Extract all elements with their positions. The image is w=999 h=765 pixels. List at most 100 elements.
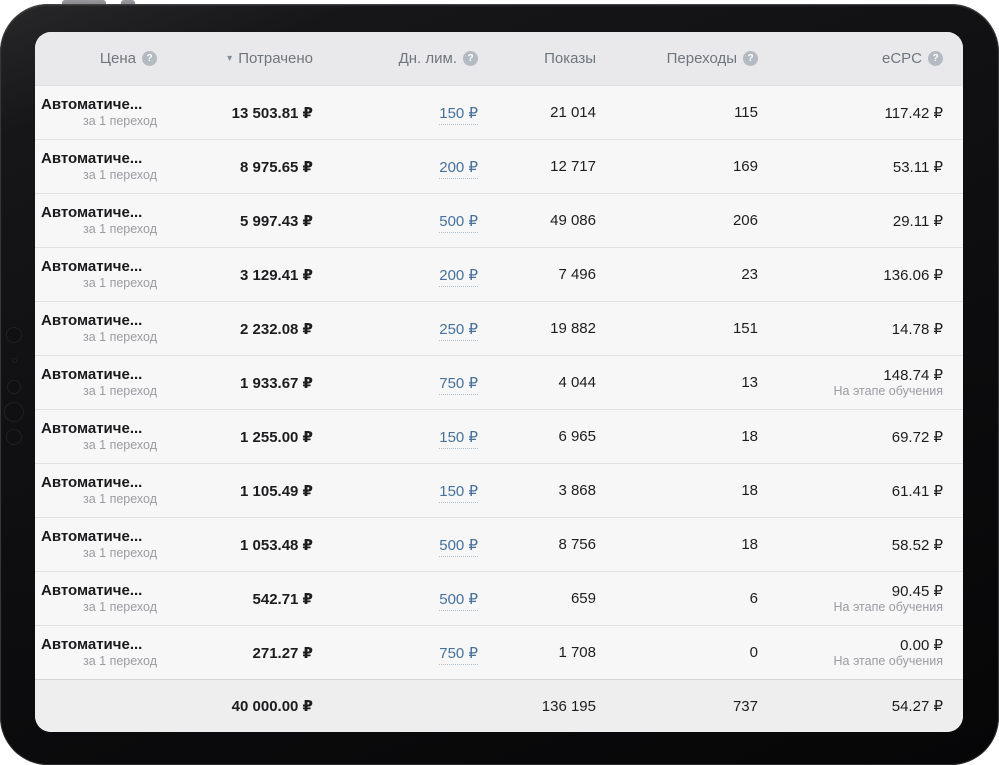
- impressions-value: 6 965: [558, 428, 596, 445]
- campaign-price-model: за 1 переход: [82, 546, 157, 560]
- campaign-name[interactable]: Автоматиче...: [41, 150, 143, 167]
- campaign-price-model: за 1 переход: [82, 384, 157, 398]
- sensor-dot-icon: [6, 429, 22, 445]
- table-row[interactable]: Автоматиче... за 1 переход 2 232.08 ₽ 25…: [35, 301, 963, 355]
- ads-campaign-table: Цена ? ▾ Потрачено Дн. лим. ? Показы Пер…: [35, 32, 963, 732]
- table-row[interactable]: Автоматиче... за 1 переход 542.71 ₽ 500 …: [35, 571, 963, 625]
- column-header-clicks[interactable]: Переходы ?: [596, 50, 758, 67]
- campaign-name[interactable]: Автоматиче...: [41, 258, 143, 275]
- impressions-value: 49 086: [550, 212, 596, 229]
- impressions-value: 4 044: [558, 374, 596, 391]
- column-label: Дн. лим.: [398, 50, 457, 67]
- campaign-price-model: за 1 переход: [82, 438, 157, 452]
- campaign-name[interactable]: Автоматиче...: [41, 474, 143, 491]
- spent-value: 1 053.48 ₽: [240, 536, 313, 554]
- spent-value: 2 232.08 ₽: [240, 320, 313, 338]
- clicks-value: 206: [732, 212, 758, 229]
- sort-desc-icon: ▾: [227, 52, 233, 64]
- table-row[interactable]: Автоматиче... за 1 переход 1 053.48 ₽ 50…: [35, 517, 963, 571]
- daily-limit-link[interactable]: 500 ₽: [439, 212, 478, 233]
- front-camera-icon: [6, 327, 22, 343]
- campaign-name[interactable]: Автоматиче...: [41, 636, 143, 653]
- ecpc-value: 29.11 ₽: [892, 212, 943, 230]
- clicks-value: 169: [732, 158, 758, 175]
- campaign-price-model: за 1 переход: [82, 222, 157, 236]
- camera-lens-icon: [4, 402, 24, 422]
- table-row[interactable]: Автоматиче... за 1 переход 1 105.49 ₽ 15…: [35, 463, 963, 517]
- campaign-price-model: за 1 переход: [82, 168, 157, 182]
- learning-stage-note: На этапе обучения: [833, 600, 944, 614]
- table-row[interactable]: Автоматиче... за 1 переход 271.27 ₽ 750 …: [35, 625, 963, 679]
- campaign-price-model: за 1 переход: [82, 276, 157, 290]
- table-row[interactable]: Автоматиче... за 1 переход 1 255.00 ₽ 15…: [35, 409, 963, 463]
- clicks-value: 0: [749, 644, 758, 661]
- daily-limit-link[interactable]: 750 ₽: [439, 374, 478, 395]
- help-icon[interactable]: ?: [743, 51, 758, 66]
- column-header-spent[interactable]: ▾ Потрачено: [200, 50, 313, 67]
- spent-value: 1 933.67 ₽: [240, 374, 313, 392]
- spent-value: 1 105.49 ₽: [240, 482, 313, 500]
- ecpc-value: 90.45 ₽: [891, 583, 943, 600]
- campaign-name[interactable]: Автоматиче...: [41, 420, 143, 437]
- sensor-dot-icon: [12, 358, 17, 363]
- spent-value: 271.27 ₽: [252, 644, 313, 662]
- column-label: eCPC: [881, 50, 922, 67]
- daily-limit-link[interactable]: 500 ₽: [439, 536, 478, 557]
- daily-limit-link[interactable]: 150 ₽: [439, 104, 478, 125]
- table-row[interactable]: Автоматиче... за 1 переход 3 129.41 ₽ 20…: [35, 247, 963, 301]
- spent-value: 1 255.00 ₽: [240, 428, 313, 446]
- total-clicks: 737: [732, 697, 758, 715]
- daily-limit-link[interactable]: 150 ₽: [439, 482, 478, 503]
- campaign-name[interactable]: Автоматиче...: [41, 96, 143, 113]
- daily-limit-link[interactable]: 250 ₽: [439, 320, 478, 341]
- ecpc-value: 0.00 ₽: [900, 637, 943, 654]
- help-icon[interactable]: ?: [928, 51, 943, 66]
- impressions-value: 1 708: [558, 644, 596, 661]
- spent-value: 542.71 ₽: [252, 590, 313, 608]
- campaign-name[interactable]: Автоматиче...: [41, 312, 143, 329]
- column-label: Переходы: [666, 50, 737, 67]
- impressions-value: 8 756: [558, 536, 596, 553]
- impressions-value: 12 717: [550, 158, 596, 175]
- ecpc-value: 53.11 ₽: [892, 158, 943, 176]
- clicks-value: 23: [741, 266, 758, 283]
- column-header-ecpc[interactable]: eCPC ?: [758, 50, 963, 67]
- campaign-price-model: за 1 переход: [82, 330, 157, 344]
- sensor-dot-icon: [7, 380, 21, 394]
- daily-limit-link[interactable]: 200 ₽: [439, 158, 478, 179]
- daily-limit-link[interactable]: 500 ₽: [439, 590, 478, 611]
- campaign-name[interactable]: Автоматиче...: [41, 582, 143, 599]
- spent-value: 13 503.81 ₽: [231, 104, 313, 122]
- column-header-impressions[interactable]: Показы: [478, 50, 596, 67]
- clicks-value: 115: [734, 104, 758, 121]
- clicks-value: 18: [741, 428, 758, 445]
- campaign-name[interactable]: Автоматиче...: [41, 528, 143, 545]
- impressions-value: 3 868: [558, 482, 596, 499]
- table-totals-row: 40 000.00 ₽ 136 195 737 54.27 ₽: [35, 679, 963, 732]
- campaign-name[interactable]: Автоматиче...: [41, 366, 143, 383]
- column-header-price[interactable]: Цена ?: [35, 50, 200, 67]
- ecpc-value: 61.41 ₽: [891, 482, 943, 500]
- spent-value: 3 129.41 ₽: [240, 266, 313, 284]
- daily-limit-link[interactable]: 750 ₽: [439, 644, 478, 665]
- total-impressions: 136 195: [541, 697, 596, 715]
- table-row[interactable]: Автоматиче... за 1 переход 8 975.65 ₽ 20…: [35, 139, 963, 193]
- column-label: Цена: [99, 50, 136, 67]
- help-icon[interactable]: ?: [142, 51, 157, 66]
- ecpc-value: 14.78 ₽: [891, 320, 943, 338]
- daily-limit-link[interactable]: 150 ₽: [439, 428, 478, 449]
- campaign-price-model: за 1 переход: [82, 492, 157, 506]
- table-row[interactable]: Автоматиче... за 1 переход 13 503.81 ₽ 1…: [35, 85, 963, 139]
- spent-value: 8 975.65 ₽: [240, 158, 313, 176]
- column-label: Потрачено: [238, 50, 313, 67]
- campaign-name[interactable]: Автоматиче...: [41, 204, 143, 221]
- help-icon[interactable]: ?: [463, 51, 478, 66]
- table-row[interactable]: Автоматиче... за 1 переход 1 933.67 ₽ 75…: [35, 355, 963, 409]
- daily-limit-link[interactable]: 200 ₽: [439, 266, 478, 287]
- ecpc-value: 69.72 ₽: [891, 428, 943, 446]
- clicks-value: 18: [741, 536, 758, 553]
- clicks-value: 13: [741, 374, 758, 391]
- column-header-daily-limit[interactable]: Дн. лим. ?: [313, 50, 478, 67]
- table-row[interactable]: Автоматиче... за 1 переход 5 997.43 ₽ 50…: [35, 193, 963, 247]
